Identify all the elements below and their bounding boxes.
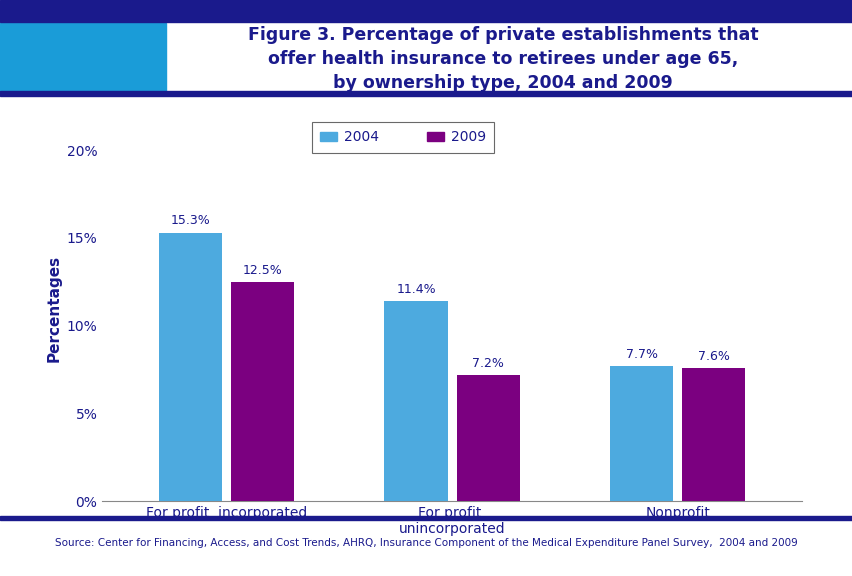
Text: Source: Center for Financing, Access, and Cost Trends, AHRQ, Insurance Component: Source: Center for Financing, Access, an… xyxy=(55,539,797,548)
Text: Figure 3. Percentage of private establishments that
offer health insurance to re: Figure 3. Percentage of private establis… xyxy=(248,26,757,92)
Text: 7.7%: 7.7% xyxy=(625,348,657,361)
Text: 11.4%: 11.4% xyxy=(395,283,435,296)
Bar xyxy=(609,366,672,501)
Bar xyxy=(158,233,222,501)
Legend: 2004, 2009: 2004, 2009 xyxy=(312,122,494,153)
Text: 15.3%: 15.3% xyxy=(170,214,210,228)
Bar xyxy=(384,301,447,501)
Bar xyxy=(682,368,745,501)
Text: 7.6%: 7.6% xyxy=(697,350,729,362)
Y-axis label: Percentages: Percentages xyxy=(46,255,61,362)
Text: AHRQ: AHRQ xyxy=(48,49,110,67)
Bar xyxy=(231,282,294,501)
Bar xyxy=(456,375,519,501)
Text: 7.2%: 7.2% xyxy=(472,357,504,370)
Text: 12.5%: 12.5% xyxy=(243,264,282,276)
